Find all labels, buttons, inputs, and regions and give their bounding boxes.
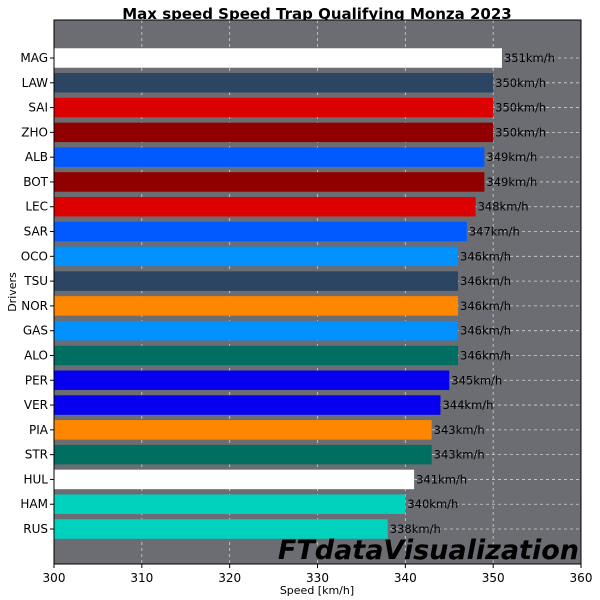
value-label: 350km/h (495, 125, 546, 139)
value-label: 346km/h (460, 274, 511, 288)
watermark: FTdataVisualization (278, 535, 579, 566)
bar-lec (54, 196, 476, 217)
y-tick-label: MAG (20, 51, 48, 65)
bar-ver (54, 395, 441, 415)
y-tick-label: SAI (28, 101, 48, 115)
bar-nor (54, 296, 459, 316)
x-axis-label: Speed [km/h] (280, 584, 354, 597)
value-label: 341km/h (416, 472, 467, 486)
bar-pia (54, 420, 432, 440)
y-tick-label: HAM (20, 497, 48, 511)
value-label: 348km/h (478, 200, 529, 214)
bar-tsu (54, 271, 459, 291)
x-tick-label: 350 (482, 571, 505, 585)
y-tick-label: RUS (23, 522, 48, 536)
y-tick-label: PIA (29, 423, 49, 437)
bar-bot (54, 172, 485, 192)
value-label: 351km/h (504, 51, 555, 65)
y-tick-label: TSU (23, 274, 48, 288)
value-label: 343km/h (434, 448, 485, 462)
value-label: 345km/h (451, 373, 502, 387)
bar-ham (54, 494, 406, 514)
bar-gas (54, 320, 459, 341)
value-label: 349km/h (486, 175, 537, 189)
y-tick-label: ALB (25, 150, 48, 164)
bar-str (54, 444, 432, 465)
y-tick-label: ZHO (21, 125, 48, 139)
x-tick-label: 320 (218, 571, 241, 585)
bar-zho (54, 122, 494, 143)
bar-alo (54, 345, 459, 366)
value-label: 344km/h (442, 398, 493, 412)
y-tick-label: ALO (24, 348, 48, 362)
value-label: 340km/h (407, 497, 458, 511)
value-labels: 351km/h 350km/h 350km/h 350km/h 349km/h 349km… (390, 51, 555, 536)
x-tick-label: 310 (130, 571, 153, 585)
value-label: 338km/h (390, 522, 441, 536)
value-label: 349km/h (486, 150, 537, 164)
x-tick-labels: 300 310 320 330 340 350 360 (43, 564, 593, 585)
y-tick-label: PER (25, 373, 48, 387)
x-tick-label: 330 (306, 571, 329, 585)
value-label: 346km/h (460, 299, 511, 313)
x-tick-label: 300 (43, 571, 66, 585)
y-tick-label: VER (24, 398, 48, 412)
plot-frame (53, 19, 582, 565)
y-tick-label: LEC (25, 200, 48, 214)
y-tick-label: NOR (21, 299, 48, 313)
value-label: 347km/h (469, 225, 520, 239)
bar-sar (54, 221, 467, 242)
y-tick-labels: MAG LAW SAI ZHO ALB BOT LEC SAR OCO TSU NOR GAS ALO P… (20, 51, 54, 536)
bars (54, 48, 502, 539)
y-axis-label: Drivers (6, 272, 19, 312)
y-tick-label: OCO (21, 249, 48, 263)
x-tick-label: 360 (570, 571, 593, 585)
y-tick-label: HUL (24, 472, 49, 486)
y-tick-label: BOT (23, 175, 48, 189)
value-label: 343km/h (434, 423, 485, 437)
y-tick-label: STR (25, 448, 48, 462)
bar-rus (54, 519, 388, 539)
bar-oco (54, 246, 459, 267)
bar-law (54, 73, 494, 93)
bar-sai (54, 97, 494, 118)
bar-alb (54, 147, 485, 167)
value-label: 346km/h (460, 348, 511, 362)
bar-per (54, 370, 450, 391)
value-label: 350km/h (495, 101, 546, 115)
value-label: 346km/h (460, 249, 511, 263)
chart-title: Max speed Speed Trap Qualifying Monza 20… (122, 5, 511, 23)
value-label: 350km/h (495, 76, 546, 90)
y-tick-label: LAW (22, 76, 49, 90)
y-tick-label: SAR (24, 225, 48, 239)
value-label: 346km/h (460, 324, 511, 338)
bar-mag (54, 48, 502, 68)
bar-hul (54, 469, 415, 490)
y-tick-label: GAS (23, 324, 48, 338)
x-tick-label: 340 (394, 571, 417, 585)
